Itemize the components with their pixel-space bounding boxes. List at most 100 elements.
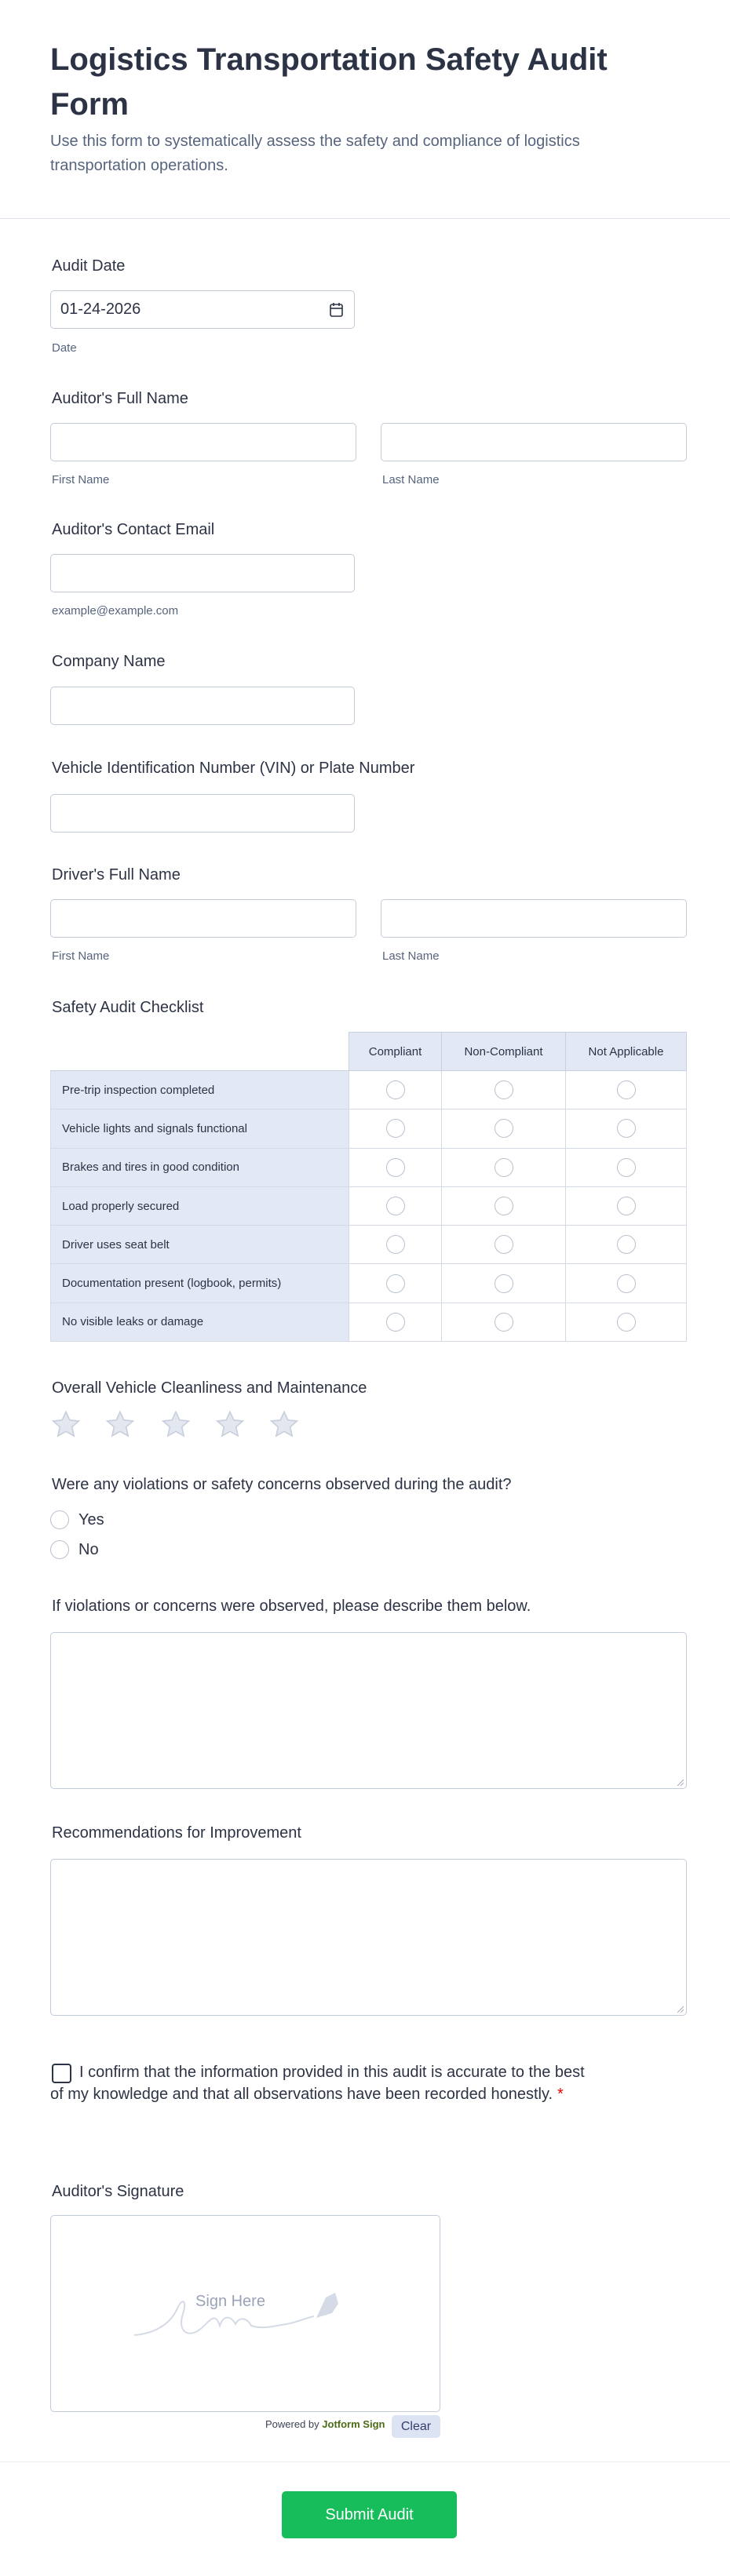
- radio-compliant[interactable]: [385, 1235, 405, 1255]
- radio-yes[interactable]: [50, 1510, 69, 1529]
- matrix-cell: [441, 1263, 566, 1303]
- jotform-sign-brand[interactable]: Jotform Sign: [322, 2418, 385, 2430]
- powered-by-text: Powered by: [265, 2418, 319, 2430]
- radio-non-compliant[interactable]: [494, 1273, 513, 1293]
- signature-label: Auditor's Signature: [52, 2183, 184, 2200]
- checklist-row: Brakes and tires in good condition: [50, 1147, 687, 1187]
- page-title: Logistics Transportation Safety Audit Fo…: [50, 42, 608, 122]
- column-header: Not Applicable: [565, 1032, 687, 1071]
- checklist-matrix: Compliant Non-Compliant Not Applicable P…: [50, 1032, 687, 1343]
- audit-date-input[interactable]: 01-24-2026: [50, 290, 355, 329]
- header-divider: [0, 218, 730, 219]
- row-label: Documentation present (logbook, permits): [50, 1263, 349, 1303]
- matrix-cell: [565, 1263, 687, 1303]
- matrix-cell: [441, 1225, 566, 1265]
- radio-compliant[interactable]: [385, 1080, 405, 1100]
- checklist-row: Vehicle lights and signals functional: [50, 1109, 687, 1149]
- radio-non-compliant[interactable]: [494, 1080, 513, 1100]
- radio-not-applicable[interactable]: [616, 1273, 636, 1293]
- vin-input[interactable]: [50, 794, 355, 833]
- star-icon[interactable]: [214, 1409, 246, 1445]
- matrix-cell: [441, 1186, 566, 1226]
- checklist-row: Load properly secured: [50, 1186, 687, 1226]
- radio-not-applicable[interactable]: [616, 1119, 636, 1139]
- option-label: No: [78, 1540, 99, 1558]
- star-icon[interactable]: [160, 1409, 192, 1445]
- audit-date-sublabel: Date: [52, 341, 77, 355]
- radio-compliant[interactable]: [385, 1157, 405, 1177]
- matrix-cell: [349, 1069, 442, 1110]
- radio-compliant[interactable]: [385, 1119, 405, 1139]
- required-asterisk: *: [557, 2086, 564, 2103]
- matrix-cell: [565, 1147, 687, 1187]
- star-icon[interactable]: [50, 1409, 82, 1445]
- company-input[interactable]: [50, 687, 355, 725]
- radio-not-applicable[interactable]: [616, 1235, 636, 1255]
- matrix-cell: [565, 1302, 687, 1343]
- row-label: No visible leaks or damage: [50, 1302, 349, 1343]
- option-yes[interactable]: Yes: [50, 1510, 104, 1529]
- radio-non-compliant[interactable]: [494, 1119, 513, 1139]
- recommendations-label: Recommendations for Improvement: [52, 1824, 301, 1842]
- violations-label: Were any violations or safety concerns o…: [52, 1476, 512, 1493]
- matrix-cell: [349, 1302, 442, 1343]
- matrix-cell: [441, 1069, 566, 1110]
- confirm-text: I confirm that the information provided …: [50, 2061, 600, 2105]
- radio-no[interactable]: [50, 1540, 69, 1559]
- audit-date-value: 01-24-2026: [60, 301, 141, 318]
- matrix-cell: [349, 1109, 442, 1149]
- signature-pad[interactable]: Sign Here: [50, 2215, 440, 2412]
- star-icon[interactable]: [104, 1409, 136, 1445]
- row-label: Pre-trip inspection completed: [50, 1069, 349, 1110]
- company-label: Company Name: [52, 653, 166, 670]
- email-sublabel: example@example.com: [52, 604, 179, 618]
- radio-non-compliant[interactable]: [494, 1197, 513, 1216]
- star-icon[interactable]: [268, 1409, 300, 1445]
- driver-first-name-input[interactable]: [50, 899, 356, 938]
- last-name-sublabel: Last Name: [382, 949, 440, 963]
- auditor-name-label: Auditor's Full Name: [52, 390, 188, 407]
- radio-non-compliant[interactable]: [494, 1235, 513, 1255]
- matrix-cell: [441, 1147, 566, 1187]
- matrix-cell: [565, 1109, 687, 1149]
- sign-here-placeholder: Sign Here: [195, 2293, 265, 2310]
- radio-compliant[interactable]: [385, 1197, 405, 1216]
- recommendations-textarea[interactable]: [50, 1859, 687, 2016]
- radio-non-compliant[interactable]: [494, 1157, 513, 1177]
- row-label: Driver uses seat belt: [50, 1225, 349, 1265]
- option-label: Yes: [78, 1510, 104, 1528]
- describe-textarea[interactable]: [50, 1632, 687, 1789]
- checklist-label: Safety Audit Checklist: [52, 999, 204, 1016]
- checklist-row: Documentation present (logbook, permits): [50, 1263, 687, 1303]
- first-name-sublabel: First Name: [52, 473, 110, 486]
- radio-not-applicable[interactable]: [616, 1312, 636, 1332]
- radio-compliant[interactable]: [385, 1273, 405, 1293]
- resize-handle-icon[interactable]: [677, 1780, 684, 1786]
- calendar-icon[interactable]: [329, 301, 345, 319]
- describe-label: If violations or concerns were observed,…: [52, 1598, 531, 1615]
- resize-handle-icon[interactable]: [677, 2006, 684, 2013]
- checklist-row: No visible leaks or damage: [50, 1302, 687, 1343]
- signature-scribble-icon: [133, 2293, 338, 2336]
- last-name-sublabel: Last Name: [382, 473, 440, 486]
- option-no[interactable]: No: [50, 1540, 99, 1559]
- driver-last-name-input[interactable]: [381, 899, 687, 938]
- radio-compliant[interactable]: [385, 1312, 405, 1332]
- radio-not-applicable[interactable]: [616, 1157, 636, 1177]
- auditor-last-name-input[interactable]: [381, 423, 687, 461]
- radio-non-compliant[interactable]: [494, 1312, 513, 1332]
- radio-not-applicable[interactable]: [616, 1197, 636, 1216]
- matrix-cell: [349, 1225, 442, 1265]
- row-label: Load properly secured: [50, 1186, 349, 1226]
- matrix-cell: [441, 1109, 566, 1149]
- audit-date-label: Audit Date: [52, 257, 126, 275]
- clear-signature-button[interactable]: Clear: [392, 2415, 440, 2438]
- email-input[interactable]: [50, 554, 355, 592]
- radio-not-applicable[interactable]: [616, 1080, 636, 1100]
- auditor-first-name-input[interactable]: [50, 423, 356, 461]
- confirm-checkbox[interactable]: [52, 2064, 71, 2083]
- matrix-cell: [349, 1263, 442, 1303]
- matrix-cell: [349, 1186, 442, 1226]
- checklist-row: Pre-trip inspection completed: [50, 1069, 687, 1110]
- submit-button[interactable]: Submit Audit: [282, 2491, 457, 2538]
